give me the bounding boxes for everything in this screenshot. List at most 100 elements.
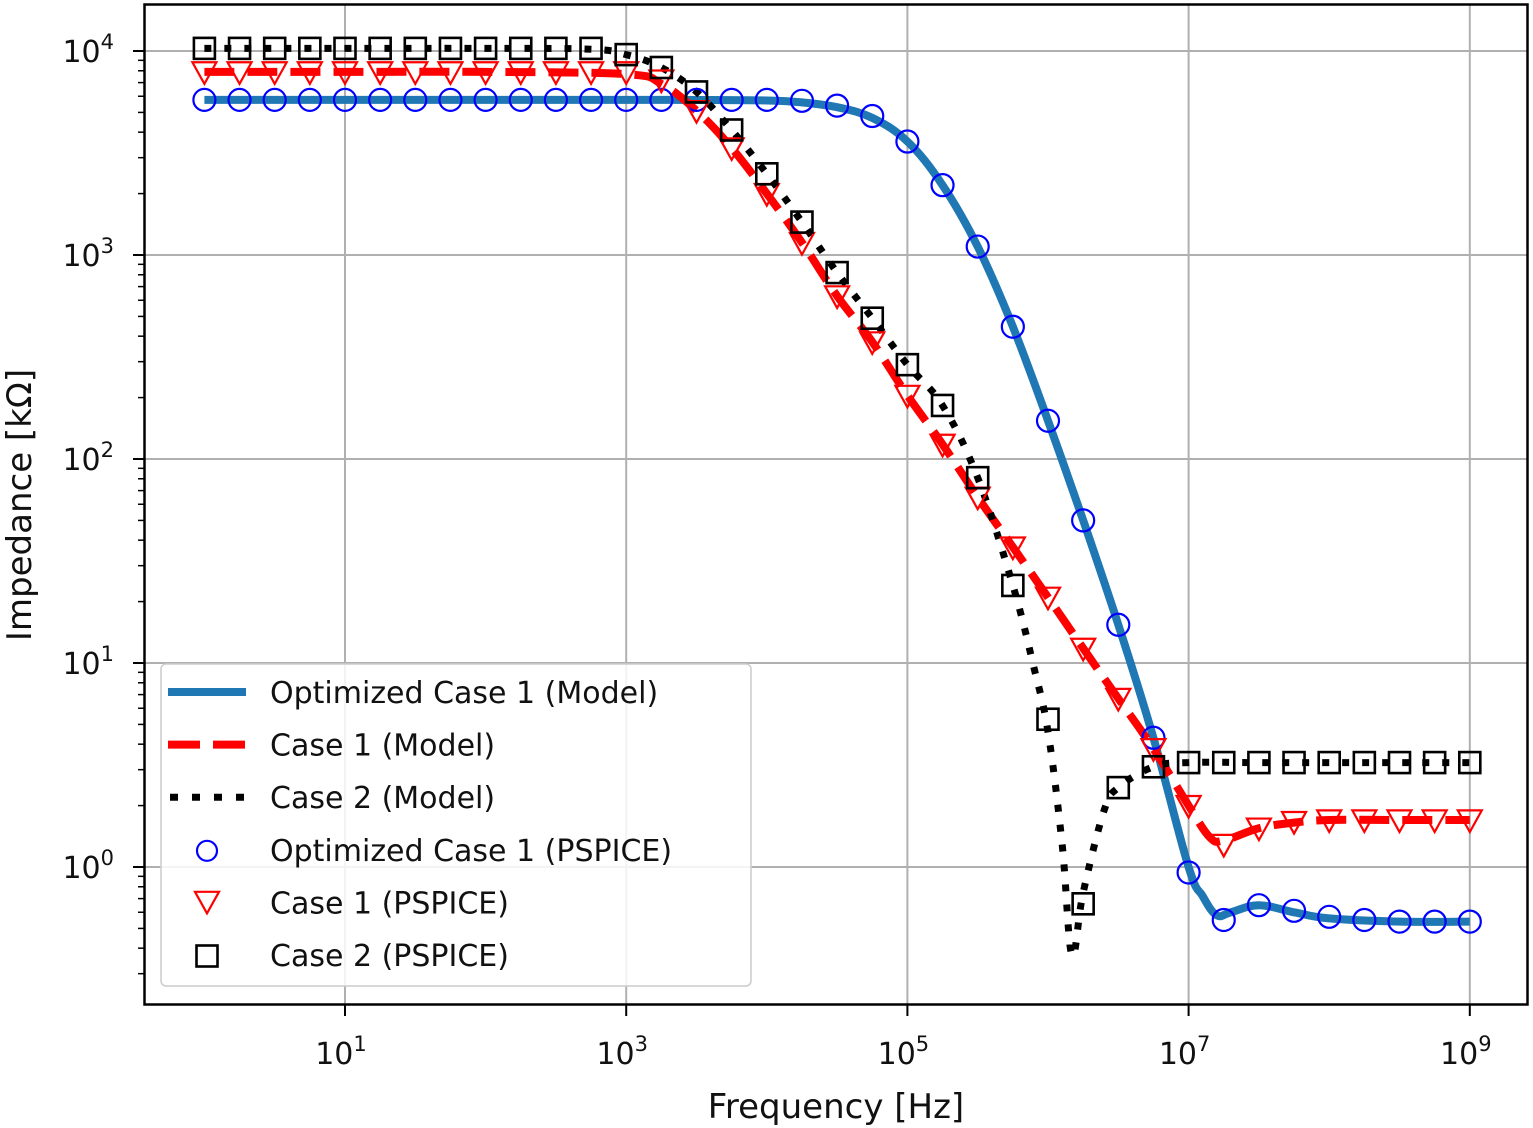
data-point: [508, 87, 533, 112]
data-point: [614, 87, 639, 112]
series-lines: [204, 44, 1470, 960]
data-point: [1001, 573, 1025, 598]
legend-label: Case 2 (PSPICE): [270, 939, 509, 974]
data-point: [1385, 809, 1414, 835]
data-point: [227, 36, 252, 61]
data-point: [1457, 909, 1482, 934]
data-point: [965, 465, 990, 490]
data-point: [473, 36, 498, 61]
data-point: [1104, 687, 1133, 713]
data-point: [262, 36, 287, 61]
data-point: [436, 61, 465, 87]
legend-item: Case 2 (PSPICE): [195, 939, 509, 974]
data-point: [860, 306, 885, 331]
legend-label: Optimized Case 1 (PSPICE): [270, 834, 672, 869]
x-tick-label: 105: [878, 1032, 930, 1072]
data-point: [965, 234, 990, 259]
data-point: [649, 87, 674, 112]
data-point: [333, 36, 357, 61]
x-tick-label: 109: [1440, 1032, 1492, 1072]
data-point: [1176, 750, 1201, 775]
legend-item: Optimized Case 1 (Model): [168, 676, 658, 711]
data-point: [577, 61, 605, 87]
data-point: [1245, 817, 1273, 843]
data-point: [542, 61, 570, 87]
data-point: [190, 61, 219, 87]
x-tick-label: 107: [1159, 1032, 1211, 1072]
data-point: [930, 393, 955, 418]
data-point: [682, 99, 711, 125]
data-point: [227, 87, 252, 112]
data-point: [1106, 612, 1131, 637]
line-case-2-model: [204, 44, 1470, 960]
data-point: [1455, 809, 1484, 835]
data-point: [262, 87, 287, 112]
data-point: [789, 88, 815, 113]
data-point: [614, 42, 639, 67]
markers-case-2-pspice: [192, 36, 1482, 916]
data-point: [893, 384, 922, 410]
y-tick-label: 100: [62, 846, 114, 886]
data-point: [332, 87, 358, 112]
data-point: [823, 285, 851, 311]
data-point: [754, 162, 779, 186]
data-point: [1036, 707, 1060, 732]
legend-item: Case 2 (Model): [170, 781, 495, 816]
data-point: [368, 36, 392, 61]
data-point: [1106, 775, 1131, 800]
data-point: [401, 61, 430, 87]
data-point: [1315, 809, 1344, 835]
legend-swatch-case-2-pspice: [195, 944, 219, 968]
legend: Optimized Case 1 (Model) Case 1 (Model) Ca…: [160, 663, 752, 987]
y-axis-label: Impedance [kΩ]: [0, 369, 40, 641]
data-point: [1141, 725, 1166, 750]
data-point: [1071, 508, 1096, 533]
data-point: [1174, 794, 1203, 820]
legend-label: Case 2 (Model): [270, 781, 495, 816]
data-point: [1035, 408, 1061, 433]
data-point: [1246, 893, 1272, 918]
grid-lines: [145, 5, 1527, 1004]
data-point: [192, 36, 217, 61]
data-point: [403, 36, 428, 61]
data-point: [403, 87, 428, 112]
data-point: [1317, 750, 1341, 775]
data-point: [544, 36, 568, 61]
y-axis: 100 101 102 103 104: [62, 30, 145, 975]
data-point: [543, 87, 569, 112]
data-point: [719, 118, 744, 142]
data-point: [684, 80, 709, 104]
legend-label: Case 1 (PSPICE): [270, 886, 509, 921]
x-tick-label: 101: [315, 1032, 367, 1072]
series-markers: [190, 36, 1484, 934]
data-point: [331, 61, 359, 87]
y-tick-label: 104: [62, 30, 114, 70]
legend-swatch-case-1-pspice: [193, 890, 221, 916]
legend-swatch-optimized-case-1-pspice: [195, 839, 219, 862]
data-point: [1176, 860, 1201, 885]
data-point: [928, 433, 957, 459]
data-point: [1317, 904, 1342, 929]
line-optimized-case-1-model: [204, 95, 1470, 926]
data-point: [1422, 750, 1447, 775]
data-point: [1420, 809, 1449, 835]
y-tick-label: 101: [62, 642, 114, 682]
data-point: [895, 352, 920, 377]
markers-case-1-pspice: [190, 61, 1484, 859]
data-point: [647, 69, 676, 95]
data-point: [1387, 909, 1412, 934]
data-point: [579, 36, 603, 61]
data-point: [1211, 907, 1236, 933]
legend-label: Optimized Case 1 (Model): [270, 676, 658, 711]
legend-box: [160, 663, 752, 987]
data-point: [298, 36, 322, 61]
data-point: [1071, 892, 1095, 916]
data-point: [438, 87, 463, 112]
data-point: [368, 87, 393, 112]
data-point: [1281, 898, 1307, 923]
data-point: [930, 173, 955, 198]
data-point: [473, 87, 498, 112]
data-point: [508, 36, 533, 61]
data-point: [649, 55, 674, 80]
